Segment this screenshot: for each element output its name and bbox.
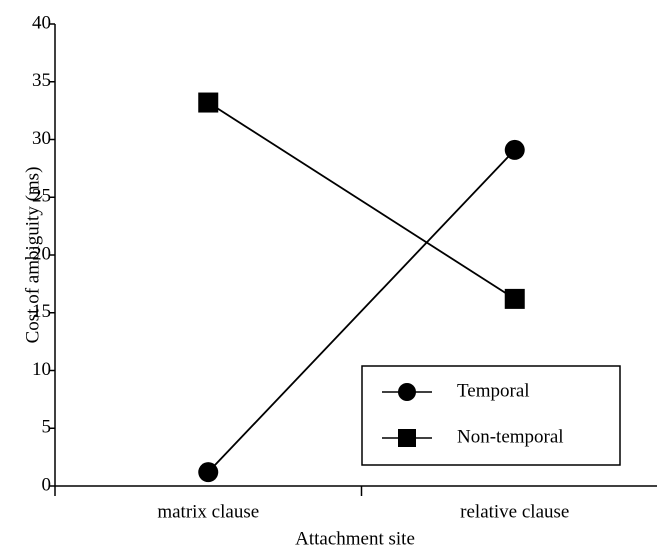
y-tick-label: 5	[42, 417, 52, 438]
legend-marker	[398, 383, 416, 401]
legend-label: Non-temporal	[457, 426, 564, 447]
y-tick-label: 35	[32, 70, 51, 91]
y-tick-label: 10	[32, 359, 51, 380]
y-tick-label: 40	[32, 12, 51, 33]
y-tick-label: 25	[32, 186, 51, 207]
y-tick-label: 30	[32, 128, 51, 149]
series-line	[207, 149, 516, 473]
y-axis-label: Cost of ambiguity (ms)	[22, 167, 43, 344]
legend-label: Temporal	[457, 380, 530, 401]
series-line	[207, 101, 516, 300]
marker-square	[504, 288, 525, 309]
x-tick-label: relative clause	[460, 501, 569, 522]
marker-square	[198, 92, 219, 113]
y-tick-label: 0	[42, 474, 52, 495]
x-tick-label: matrix clause	[157, 501, 259, 522]
marker-circle	[504, 139, 525, 160]
marker-circle	[198, 462, 219, 483]
legend-marker	[398, 429, 416, 447]
y-tick-label: 20	[32, 243, 51, 264]
legend-box	[361, 365, 621, 466]
y-tick-label: 15	[32, 301, 51, 322]
x-axis-label: Attachment site	[295, 528, 415, 549]
